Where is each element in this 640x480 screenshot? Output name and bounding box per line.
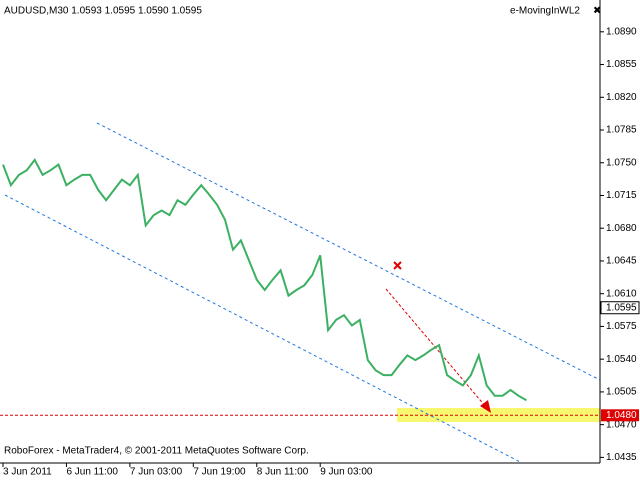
current-price-box [600,301,640,315]
y-tick-label: 1.0540 [606,354,637,365]
x-tick-label: 6 Jun 11:00 [66,467,118,478]
current-price-label: 1.0595 [606,302,637,313]
y-tick-label: 1.0645 [606,256,637,267]
channel-upper [96,122,601,381]
target-level-label: 1.0480 [606,410,637,421]
arrow-head [480,400,491,413]
y-tick-label: 1.0785 [606,125,637,136]
target-level-box [601,409,639,422]
y-tick-label: 1.0715 [606,190,637,201]
x-tick-label: 7 Jun 03:00 [130,467,183,478]
y-tick-label: 1.0575 [606,321,637,332]
y-tick-label: 1.0855 [606,59,637,70]
target-zone [397,408,600,422]
y-tick-label: 1.0820 [606,92,637,103]
cross-marker [393,261,402,270]
x-tick-label: 8 Jun 11:00 [257,467,309,478]
channel-lower [4,194,523,464]
x-tick-label: 7 Jun 19:00 [193,467,246,478]
close-icon[interactable]: ✖ [593,6,601,17]
footer: RoboForex - MetaTrader4, © 2001-2011 Met… [4,446,309,457]
y-tick-label: 1.0610 [606,288,637,299]
x-tick-label: 3 Jun 2011 [3,467,52,478]
price-line [2,158,527,402]
y-tick-label: 1.0505 [606,387,637,398]
y-tick-label: 1.0435 [606,452,637,463]
y-tick-label: 1.0890 [606,26,637,37]
indicator-name: e-MovingInWL2 [510,6,580,17]
x-tick-label: 9 Jun 03:00 [320,467,373,478]
y-tick-label: 1.0470 [606,419,637,430]
y-tick-label: 1.0680 [606,223,637,234]
chart-title: AUDUSD,M30 1.0593 1.0595 1.0590 1.0595 [4,6,202,17]
y-tick-label: 1.0750 [606,157,637,168]
